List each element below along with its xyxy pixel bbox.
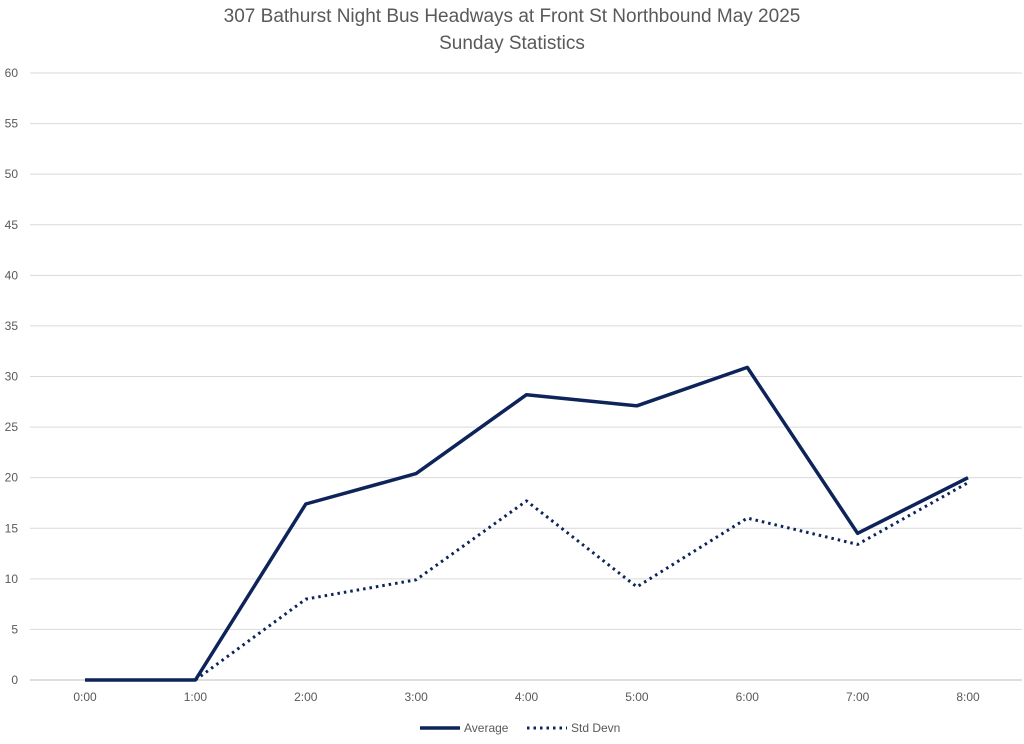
y-tick-label: 0 bbox=[11, 673, 18, 687]
x-tick-label: 8:00 bbox=[956, 690, 980, 704]
legend-label: Average bbox=[464, 721, 509, 735]
x-tick-label: 3:00 bbox=[404, 690, 428, 704]
y-tick-label: 35 bbox=[5, 319, 19, 333]
y-tick-label: 55 bbox=[5, 117, 19, 131]
x-tick-label: 5:00 bbox=[625, 690, 649, 704]
x-tick-label: 6:00 bbox=[736, 690, 760, 704]
y-axis-tick-labels: 0 5 10 15 20 25 30 35 40 45 50 55 60 bbox=[5, 66, 19, 687]
x-axis-tick-labels: 0:00 1:00 2:00 3:00 4:00 5:00 6:00 7:00 8:00 bbox=[73, 690, 980, 704]
y-tick-label: 60 bbox=[5, 66, 19, 80]
y-tick-label: 20 bbox=[5, 471, 19, 485]
x-tick-label: 2:00 bbox=[294, 690, 318, 704]
x-tick-label: 4:00 bbox=[515, 690, 539, 704]
x-tick-label: 0:00 bbox=[73, 690, 97, 704]
legend-label: Std Devn bbox=[571, 721, 620, 735]
y-tick-label: 25 bbox=[5, 420, 19, 434]
chart-title: 307 Bathurst Night Bus Headways at Front… bbox=[223, 6, 801, 27]
y-tick-label: 15 bbox=[5, 521, 19, 535]
legend: Average Std Devn bbox=[420, 721, 620, 735]
series-line-average bbox=[85, 365, 969, 682]
series-line-std-devn bbox=[194, 481, 969, 682]
y-tick-label: 10 bbox=[5, 572, 19, 586]
y-tick-label: 40 bbox=[5, 268, 19, 282]
x-tick-label: 7:00 bbox=[846, 690, 870, 704]
gridlines bbox=[30, 72, 1022, 681]
y-tick-label: 5 bbox=[11, 622, 18, 636]
chart-subtitle: Sunday Statistics bbox=[439, 33, 585, 54]
y-tick-label: 30 bbox=[5, 370, 19, 384]
x-tick-label: 1:00 bbox=[184, 690, 208, 704]
series-lines bbox=[85, 365, 969, 682]
y-tick-label: 45 bbox=[5, 218, 19, 232]
y-tick-label: 50 bbox=[5, 167, 19, 181]
